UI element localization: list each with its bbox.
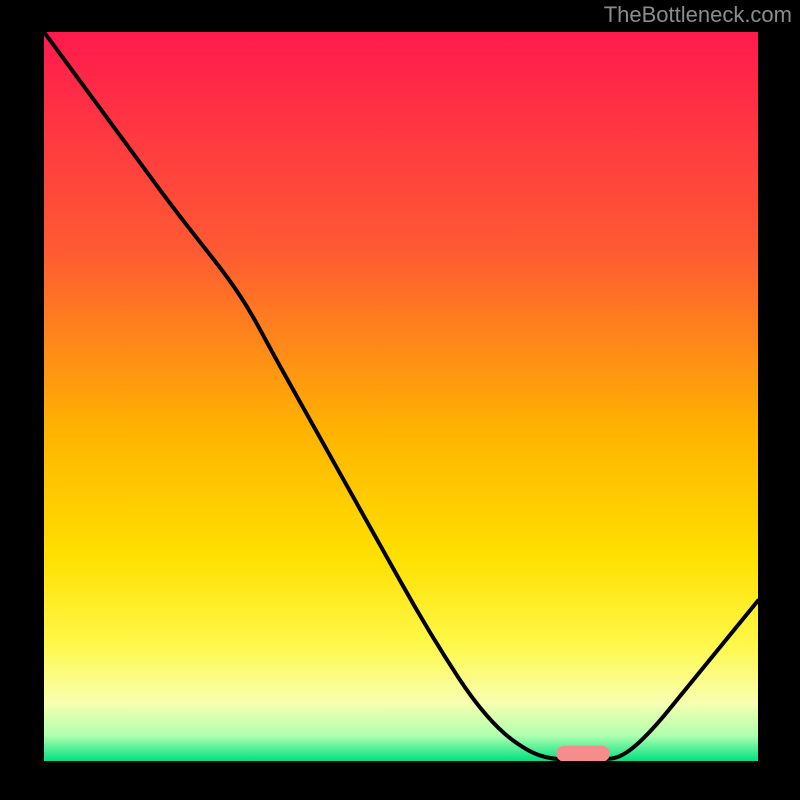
- attribution-text: TheBottleneck.com: [604, 2, 792, 28]
- bottleneck-chart: [0, 0, 800, 800]
- plot-background: [44, 32, 758, 761]
- optimal-marker: [556, 746, 610, 762]
